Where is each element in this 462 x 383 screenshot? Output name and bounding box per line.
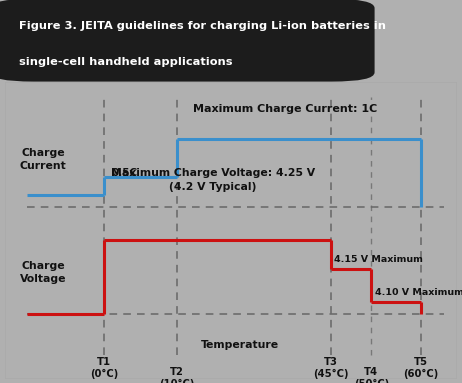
- Text: Charge
Voltage: Charge Voltage: [20, 261, 67, 284]
- Text: T3
(45°C): T3 (45°C): [313, 357, 348, 379]
- Text: Maximum Charge Voltage: 4.25 V
(4.2 V Typical): Maximum Charge Voltage: 4.25 V (4.2 V Ty…: [111, 168, 315, 192]
- Text: Charge
Current: Charge Current: [20, 148, 67, 171]
- Text: 4.10 V Maximum: 4.10 V Maximum: [375, 288, 462, 297]
- Text: T4
(50°C): T4 (50°C): [354, 367, 389, 383]
- Text: T2
(10°C): T2 (10°C): [159, 367, 195, 383]
- Text: 0.5C: 0.5C: [111, 168, 137, 178]
- Text: Figure 3. JEITA guidelines for charging Li-ion batteries in: Figure 3. JEITA guidelines for charging …: [19, 21, 386, 31]
- Text: 4.15 V Maximum: 4.15 V Maximum: [334, 255, 423, 264]
- Text: T1
(0°C): T1 (0°C): [90, 357, 118, 379]
- Text: T5
(60°C): T5 (60°C): [403, 357, 439, 379]
- Text: Temperature: Temperature: [201, 340, 279, 350]
- Text: single-cell handheld applications: single-cell handheld applications: [19, 57, 232, 67]
- Text: Maximum Charge Current: 1C: Maximum Charge Current: 1C: [193, 104, 377, 114]
- FancyBboxPatch shape: [0, 0, 375, 82]
